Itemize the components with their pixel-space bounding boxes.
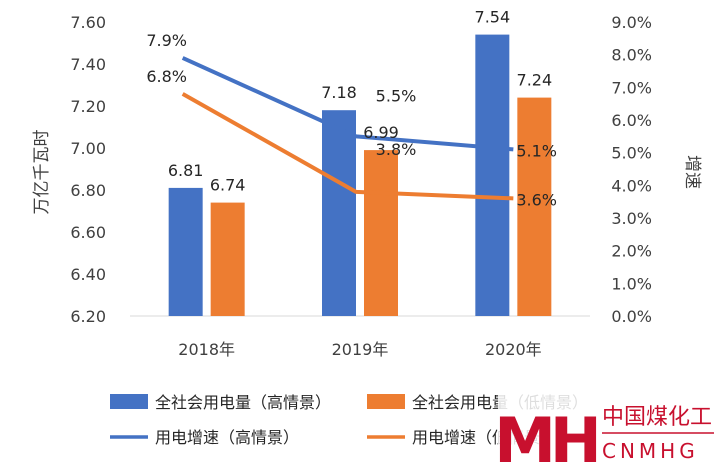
left-axis-ticks: 6.20 6.40 6.60 6.80 7.00 7.20 7.40 7.60 — [70, 13, 106, 326]
data-label-bar-low: 6.74 — [210, 176, 246, 195]
y-right-tick-label: 5.0% — [611, 144, 652, 163]
legend-swatch-bar-high — [110, 394, 148, 409]
y-right-tick-label: 4.0% — [611, 176, 652, 195]
data-label-line-low: 3.6% — [516, 190, 557, 209]
y-right-tick-label: 2.0% — [611, 242, 652, 261]
x-tick-label: 2020年 — [485, 340, 542, 359]
data-label-bar-high: 7.18 — [321, 83, 357, 102]
bar-low-scenario — [210, 202, 245, 316]
y-right-tick-label: 8.0% — [611, 46, 652, 65]
data-label-line-low: 3.8% — [376, 140, 417, 159]
data-label-bar-high: 7.54 — [475, 8, 511, 27]
data-label-line-low: 6.8% — [146, 67, 187, 86]
data-labels: 6.81 7.18 7.54 6.74 6.99 7.24 7.9% 5.5% 5.1% 6.8%… — [146, 8, 557, 210]
legend-label-bar-high: 全社会用电量（高情景） — [155, 393, 331, 412]
watermark-name-cn: 中国煤化工 — [602, 405, 712, 430]
y-left-tick-label: 6.40 — [70, 265, 106, 284]
bar-high-scenario — [168, 187, 203, 316]
y-left-axis-title: 万亿千瓦时 — [32, 130, 52, 215]
legend-swatch-bar-low — [367, 394, 405, 409]
bars — [168, 34, 552, 316]
bar-high-scenario — [322, 110, 356, 316]
y-right-tick-label: 0.0% — [611, 307, 652, 326]
watermark-name-en: CNMHG — [602, 439, 699, 463]
lines — [181, 56, 514, 201]
y-right-tick-label: 9.0% — [611, 13, 652, 32]
y-right-axis-title: 增速 — [682, 155, 702, 189]
data-label-line-high: 5.5% — [376, 86, 417, 105]
x-tick-label: 2019年 — [332, 340, 389, 359]
watermark-logo: MH 中国煤化工 CNMHG — [494, 393, 719, 467]
line-low-scenario — [181, 92, 514, 201]
bar-low-scenario — [517, 97, 552, 316]
y-right-tick-label: 7.0% — [611, 78, 652, 97]
y-right-tick-label: 3.0% — [611, 209, 652, 228]
y-left-tick-label: 7.40 — [70, 55, 106, 74]
y-right-tick-label: 1.0% — [611, 274, 652, 293]
y-left-tick-label: 7.00 — [70, 139, 106, 158]
data-label-bar-high: 6.81 — [168, 161, 204, 180]
legend-label-line-high: 用电增速（高情景） — [155, 428, 299, 447]
y-right-tick-label: 6.0% — [611, 111, 652, 130]
y-left-tick-label: 6.60 — [70, 223, 106, 242]
bar-low-scenario — [364, 150, 398, 316]
data-label-line-high: 5.1% — [516, 141, 557, 160]
right-axis-ticks: 0.0% 1.0% 2.0% 3.0% 4.0% 5.0% 6.0% 7.0% 8.0% 9.0% — [611, 13, 652, 326]
data-label-line-high: 7.9% — [146, 31, 187, 50]
x-tick-label: 2018年 — [178, 340, 235, 359]
y-left-tick-label: 6.80 — [70, 181, 106, 200]
watermark-logo-letters: MH — [494, 404, 597, 467]
data-label-bar-low: 6.99 — [363, 123, 399, 142]
bar-high-scenario — [475, 34, 510, 316]
line-high-scenario — [181, 56, 514, 152]
y-left-tick-label: 7.20 — [70, 97, 106, 116]
data-label-bar-low: 7.24 — [517, 71, 553, 90]
y-left-tick-label: 6.20 — [70, 307, 106, 326]
x-axis-ticks: 2018年 2019年 2020年 — [178, 340, 541, 359]
y-left-tick-label: 7.60 — [70, 13, 106, 32]
